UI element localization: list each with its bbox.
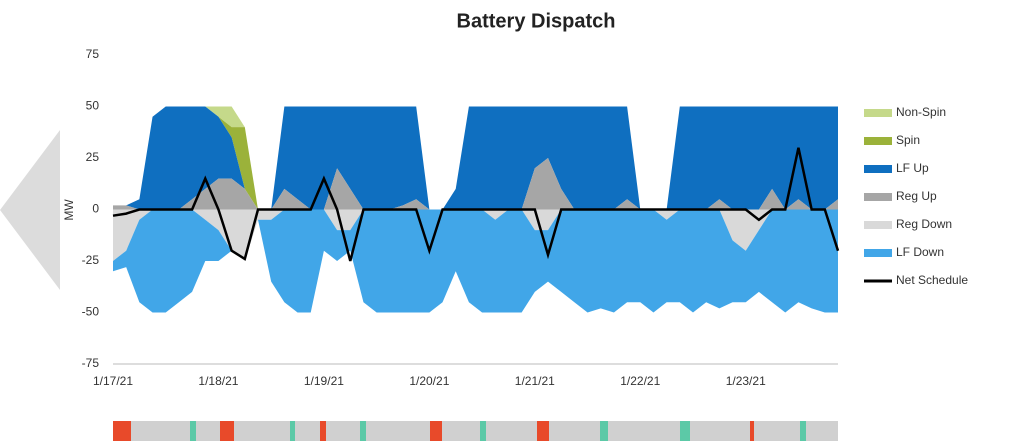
legend-swatch [864,221,892,229]
legend-label: LF Down [896,245,944,259]
chart-title: Battery Dispatch [457,10,616,32]
y-tick-label: -25 [82,253,100,267]
y-tick-label: 75 [86,47,100,61]
x-tick-label: 1/23/21 [726,374,766,388]
strip-segment [537,421,549,441]
y-tick-label: -50 [82,305,100,319]
y-tick-label: 0 [92,202,99,216]
strip-segment [680,421,690,441]
strip-segment [480,421,486,441]
x-tick-label: 1/22/21 [620,374,660,388]
legend-swatch [864,249,892,257]
legend-label: LF Up [896,161,929,175]
area [113,158,838,210]
strip-segment [600,421,608,441]
x-tick-label: 1/21/21 [515,374,555,388]
strip-segment [430,421,442,441]
nav-arrow[interactable] [0,130,60,290]
strip-segment [360,421,366,441]
x-tick-label: 1/20/21 [409,374,449,388]
legend-label: Reg Up [896,189,937,203]
legend-label: Non-Spin [896,105,946,119]
strip-segment [750,421,754,441]
area [113,209,838,313]
x-tick-label: 1/19/21 [304,374,344,388]
strip-segment [290,421,295,441]
x-tick-label: 1/17/21 [93,374,133,388]
legend-swatch [864,137,892,145]
strip-segment [220,421,234,441]
y-tick-label: -75 [82,356,100,370]
legend-swatch [864,193,892,201]
y-axis-label: MW [62,199,76,221]
legend-swatch [864,109,892,117]
strip-segment [320,421,326,441]
timeline-strip [113,421,838,441]
strip-segment [113,421,131,441]
strip-segment [190,421,196,441]
x-tick-label: 1/18/21 [198,374,238,388]
y-tick-label: 50 [86,99,100,113]
legend-label: Spin [896,133,920,147]
strip-segment [800,421,806,441]
area [113,106,838,210]
legend-label: Net Schedule [896,273,968,287]
legend-swatch [864,165,892,173]
y-tick-label: 25 [86,150,100,164]
legend-label: Reg Down [896,217,952,231]
line [112,147,840,262]
